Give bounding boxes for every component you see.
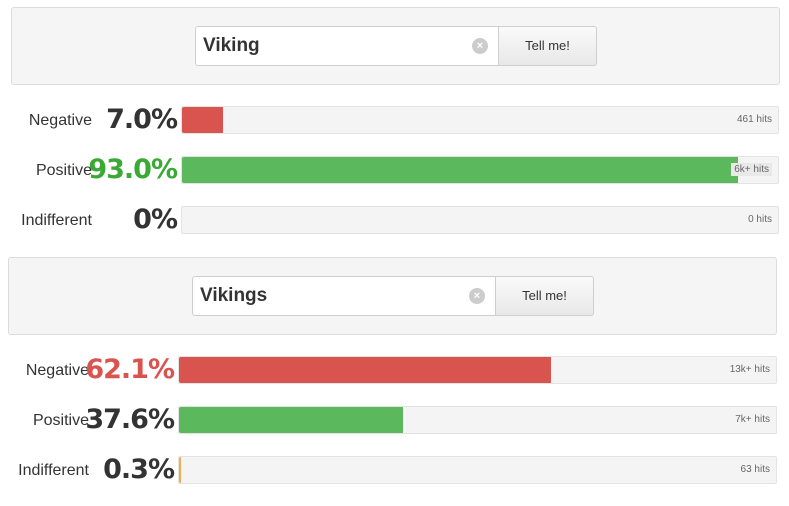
result-bar-fill	[182, 107, 223, 133]
row-percent: 93.0%	[88, 154, 178, 185]
clear-icon[interactable]: ×	[469, 288, 485, 304]
result-bar-fill	[179, 357, 551, 383]
result-bar-fill	[179, 407, 403, 433]
search-input[interactable]: Viking ×	[195, 26, 499, 66]
hits-count: 13k+ hits	[729, 364, 770, 375]
query-panel-1: Viking × Tell me!	[11, 7, 780, 85]
search-input-value: Viking	[203, 35, 260, 56]
search-input-value: Vikings	[200, 285, 268, 306]
result-bar-fill	[179, 457, 181, 483]
hits-count: 7k+ hits	[735, 414, 770, 425]
result-bar-track: 461 hits	[181, 106, 779, 134]
result-bar-track: 7k+ hits	[178, 406, 777, 434]
row-label: Indifferent	[21, 212, 92, 229]
row-label: Negative	[25, 362, 89, 379]
row-label: Negative	[28, 112, 92, 129]
row-percent: 0%	[133, 204, 178, 235]
result-bar-track: 0 hits	[181, 206, 779, 234]
hits-count: 461 hits	[736, 114, 772, 125]
row-percent: 0.3%	[103, 454, 175, 485]
row-percent: 37.6%	[85, 404, 175, 435]
hits-count: 0 hits	[748, 214, 772, 225]
result-bar-track: 13k+ hits	[178, 356, 777, 384]
hits-count: 6k+ hits	[731, 163, 772, 176]
row-percent: 7.0%	[106, 104, 178, 135]
row-label: Positive	[35, 162, 92, 179]
clear-icon[interactable]: ×	[472, 38, 488, 54]
result-bar-track: 63 hits	[178, 456, 777, 484]
tell-me-button[interactable]: Tell me!	[499, 26, 597, 66]
query-panel-2: Vikings × Tell me!	[8, 257, 777, 335]
result-bar-track: 6k+ hits	[181, 156, 779, 184]
tell-me-button[interactable]: Tell me!	[496, 276, 594, 316]
row-percent: 62.1%	[85, 354, 175, 385]
row-label: Positive	[32, 412, 89, 429]
hits-count: 63 hits	[740, 464, 770, 475]
result-bar-fill	[182, 157, 738, 183]
search-input[interactable]: Vikings ×	[192, 276, 496, 316]
row-label: Indifferent	[18, 462, 89, 479]
